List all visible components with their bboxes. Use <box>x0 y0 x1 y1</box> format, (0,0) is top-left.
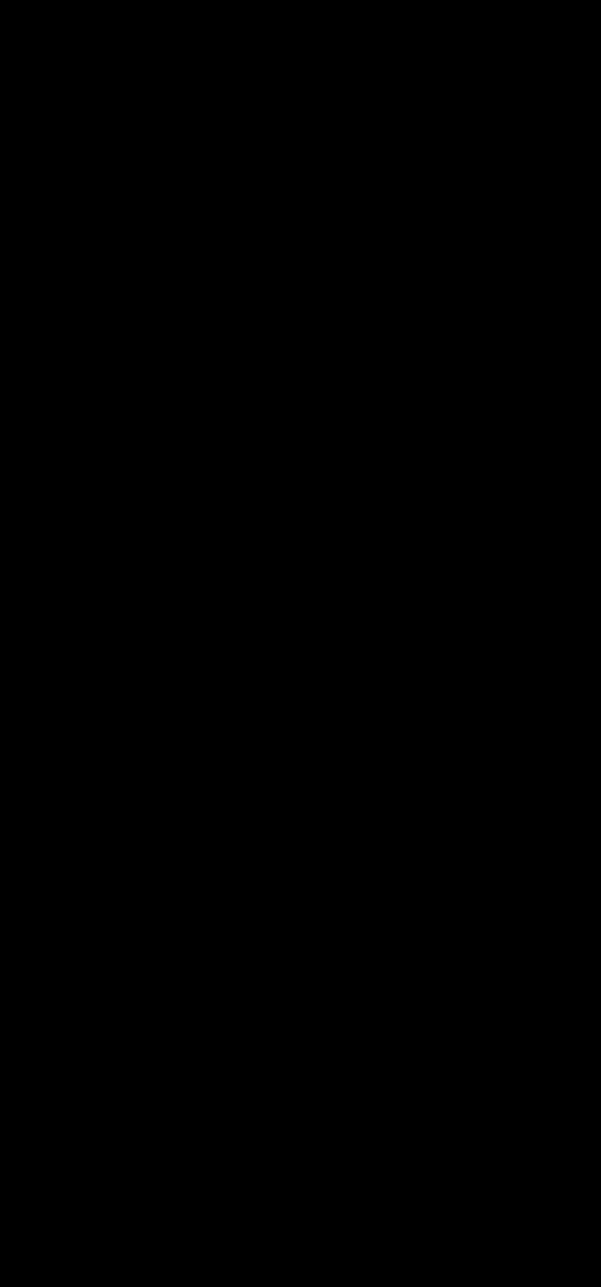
schematic-canvas[interactable] <box>0 0 601 1287</box>
